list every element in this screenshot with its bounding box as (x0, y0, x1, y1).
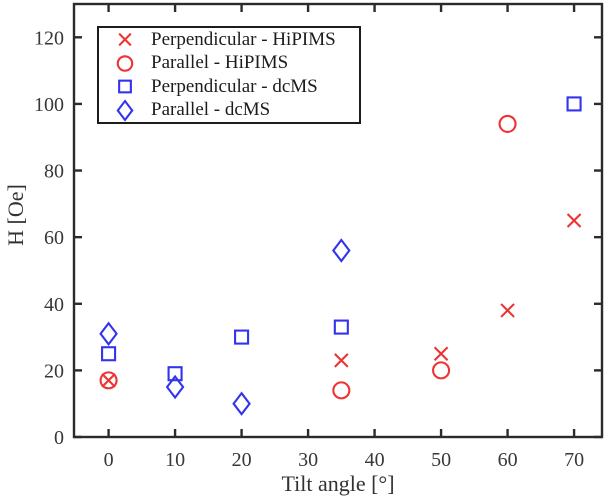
diamond-marker (99, 321, 118, 346)
legend-item: Parallel - HiPIMS (99, 52, 359, 75)
cross-marker (118, 33, 132, 47)
diamond-marker (232, 391, 251, 416)
square-marker (566, 96, 582, 112)
legend-label: Parallel - HiPIMS (151, 52, 289, 74)
legend-item: Parallel - dcMS (99, 98, 359, 122)
plot-box (72, 2, 604, 439)
y-tick-label: 0 (54, 427, 64, 449)
legend-marker-swatch (118, 79, 132, 94)
x-tick-label: 60 (498, 449, 518, 471)
square-marker (118, 79, 132, 94)
legend-label: Parallel - dcMS (151, 99, 271, 121)
y-tick-label: 120 (34, 27, 64, 49)
y-tick-label: 20 (44, 360, 64, 382)
circle-marker (332, 381, 351, 400)
legend-marker-swatch (116, 55, 134, 72)
cross-marker (334, 353, 349, 368)
square-marker (234, 329, 250, 345)
legend-label: Perpendicular - dcMS (151, 75, 318, 97)
diamond-marker (332, 238, 351, 263)
square-marker (167, 366, 183, 382)
legend-label: Perpendicular - HiPIMS (151, 28, 336, 50)
x-axis-label: Tilt angle [°] (281, 471, 395, 496)
circle-marker (498, 114, 517, 133)
cross-marker (566, 213, 582, 228)
legend-item: Perpendicular - HiPIMS (99, 28, 359, 51)
legend-item: Perpendicular - dcMS (99, 75, 359, 98)
legend: Perpendicular - HiPIMS Parallel - HiPIMS P… (97, 26, 361, 124)
legend-marker-swatch (118, 33, 132, 47)
y-axis-label: H [Oe] (3, 184, 28, 246)
x-tick-label: 20 (232, 449, 252, 471)
y-tick-label: 40 (44, 294, 64, 316)
y-tick-label: 60 (44, 227, 64, 249)
cross-marker (101, 373, 116, 388)
x-tick-label: 50 (431, 449, 451, 471)
cross-marker (500, 303, 515, 318)
x-tick-label: 0 (104, 449, 114, 471)
square-marker (101, 346, 117, 362)
square-marker (333, 319, 349, 335)
y-tick-label: 80 (44, 161, 64, 183)
x-tick-label: 30 (298, 449, 318, 471)
diamond-marker (116, 98, 134, 122)
circle-marker (432, 361, 451, 380)
x-tick-label: 40 (365, 449, 385, 471)
x-tick-label: 10 (165, 449, 185, 471)
x-tick-label: 70 (564, 449, 584, 471)
cross-marker (433, 346, 449, 361)
diamond-marker (165, 374, 185, 400)
circle-marker (99, 371, 118, 390)
legend-marker-swatch (116, 98, 134, 122)
circle-marker (116, 55, 134, 72)
y-tick-label: 100 (34, 94, 64, 116)
